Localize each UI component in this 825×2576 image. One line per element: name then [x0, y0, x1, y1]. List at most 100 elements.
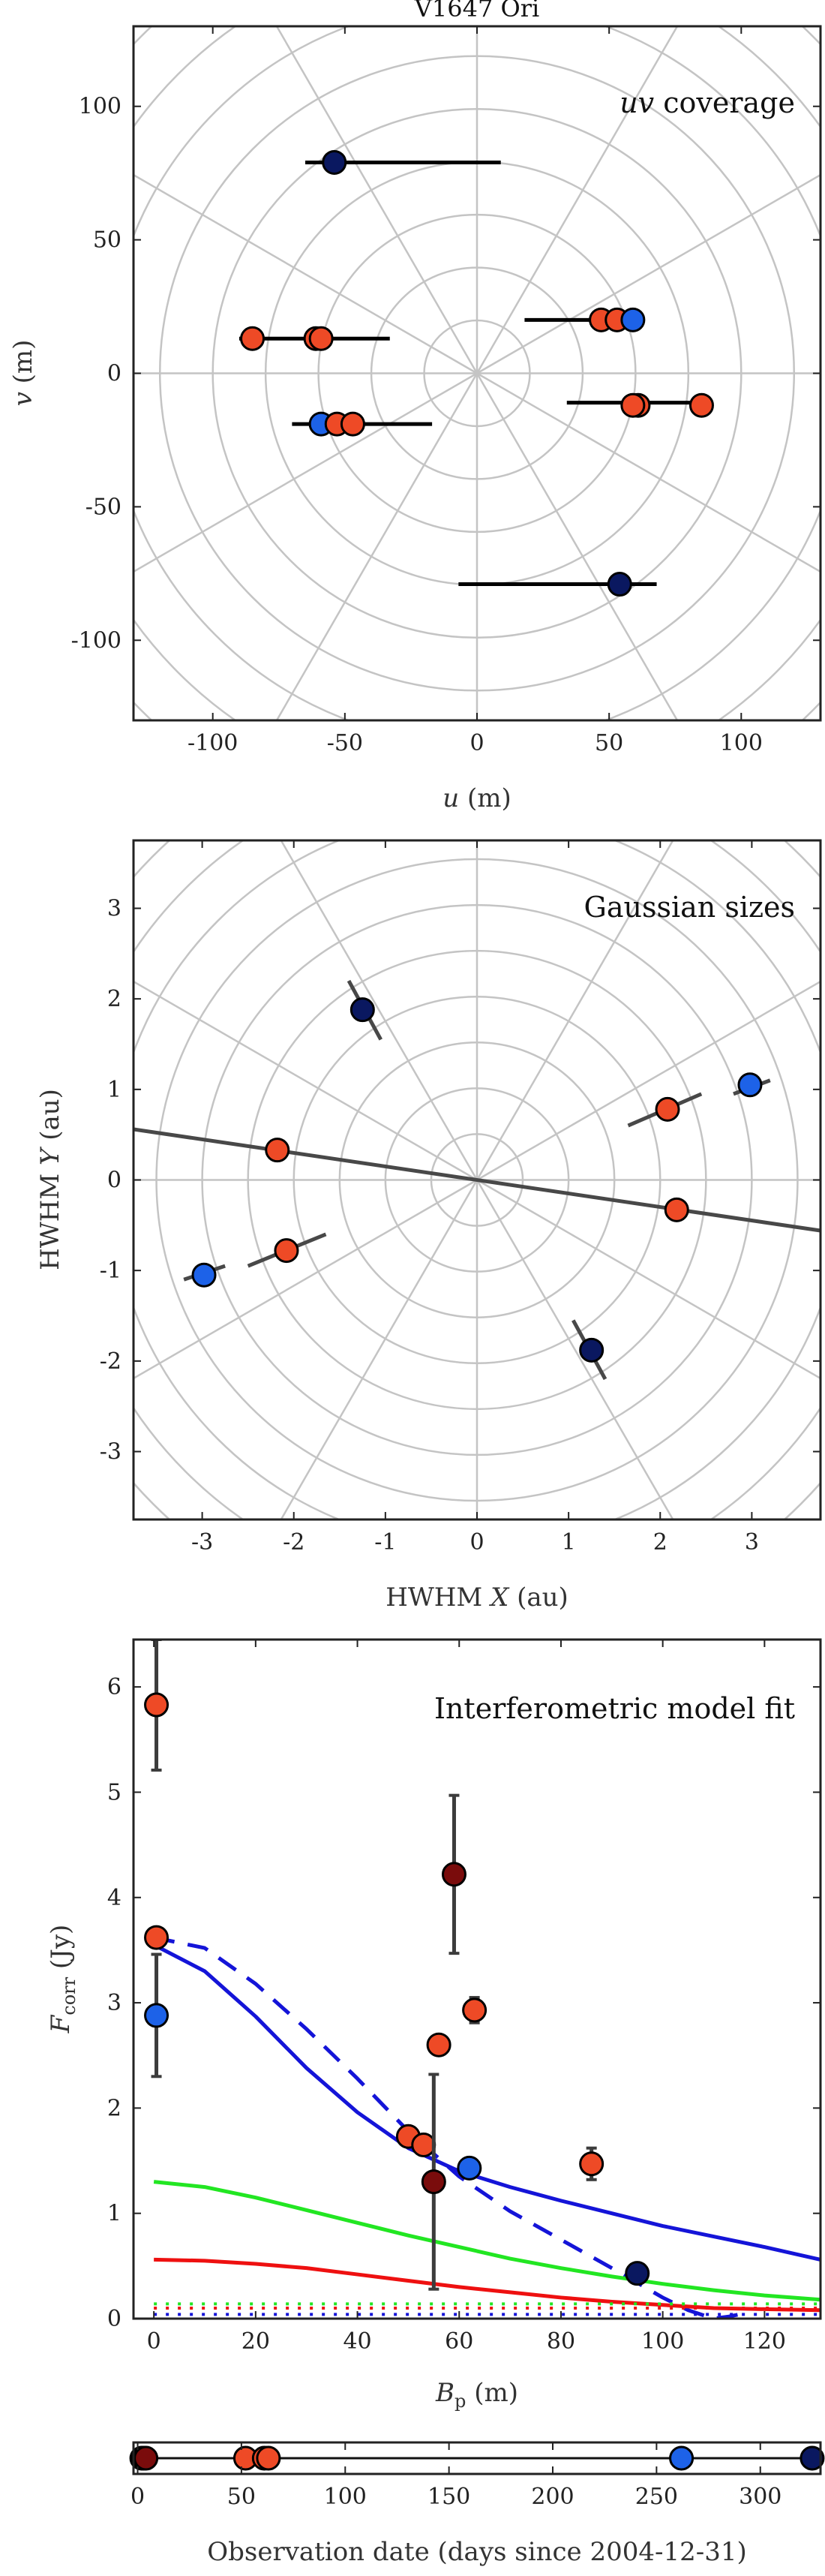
gauss-ticks: -3 -2 -1 0 1 2 3 -3 -2 -1 0 1 2 3	[100, 840, 820, 1556]
gauss-point	[350, 997, 375, 1023]
fit-ytick-label: 2	[107, 2095, 122, 2121]
fit-point	[441, 1862, 466, 1887]
fit-xtick-label: 80	[547, 2328, 575, 2355]
uv-panel-title: uv coverage	[620, 86, 795, 119]
uv-ylabel-italic: v	[8, 392, 38, 406]
uv-xtick-label: 50	[595, 730, 623, 756]
fit-point	[144, 1692, 170, 1718]
fit-ytick-label: 1	[107, 2201, 122, 2227]
uv-title-rest: coverage	[654, 86, 795, 119]
fit-xtick-label: 60	[445, 2328, 473, 2355]
gauss-x-axis-label: HWHM X (au)	[386, 1583, 568, 1613]
fit-xtick-label: 20	[242, 2328, 270, 2355]
gauss-xlabel-pre: HWHM	[386, 1583, 490, 1613]
fit-axes-frame	[132, 1638, 822, 2320]
dates-xtick-label: 200	[531, 2484, 574, 2510]
dates-panel: 0 50 100 150 200 250 300 Observation date (day…	[129, 2441, 825, 2567]
uv-x-axis-label: u (m)	[442, 783, 511, 813]
fit-ylabel-rest: (Jy)	[46, 1925, 76, 1977]
gauss-xtick-label: -2	[283, 1529, 304, 1556]
gauss-point	[655, 1096, 680, 1122]
fit-curve-solid-green	[153, 2180, 820, 2302]
fit-ytick-label: 6	[107, 1674, 122, 1700]
gauss-xtick-label: -1	[374, 1529, 396, 1556]
fit-xlabel-sub: p	[454, 2391, 466, 2412]
gauss-grid-spoke-11	[476, 1179, 820, 1380]
gauss-point	[191, 1262, 217, 1288]
uv-grid-spoke-5	[134, 173, 478, 374]
gauss-grid-spoke-1	[476, 980, 820, 1181]
fit-xtick-label: 100	[641, 2328, 684, 2355]
gauss-grid	[134, 840, 820, 1519]
gauss-grid-spoke-8	[280, 1179, 478, 1519]
fit-ylabel-sub: corr	[58, 1976, 80, 2015]
uv-xtick-label: -50	[327, 730, 363, 756]
uv-ytick-label: 50	[93, 227, 122, 254]
gauss-grid-spoke-5	[134, 980, 478, 1181]
gauss-point	[579, 1337, 604, 1363]
uv-xtick-label: 0	[470, 730, 484, 756]
uv-point	[688, 392, 714, 418]
fit-point	[462, 1997, 488, 2023]
gaussian-sizes-panel: -3 -2 -1 0 1 2 3 -3 -2 -1 0 1 2 3 Gaussian sizes HWHM…	[35, 839, 822, 1613]
fit-xlabel-rest: (m)	[466, 2378, 518, 2408]
uv-title-italic: uv	[620, 86, 654, 119]
gauss-xlabel-italic: X	[488, 1583, 510, 1613]
gauss-position-angle-line	[134, 1127, 820, 1233]
date-point	[256, 2445, 281, 2471]
figure-title: V1647 Ori	[414, 0, 539, 23]
fit-x-axis-label: Bp (m)	[435, 2378, 518, 2412]
fit-curve-solid-red	[154, 2257, 820, 2313]
uv-xtick-label: -100	[188, 730, 238, 756]
date-point	[669, 2445, 694, 2471]
gauss-xtick-label: 2	[653, 1529, 668, 1556]
uv-grid-spoke-11	[476, 372, 820, 573]
fit-xtick-label: 0	[147, 2328, 161, 2355]
uv-grid-spoke-2	[476, 26, 679, 374]
fit-ytick-label: 5	[107, 1779, 122, 1805]
date-point	[134, 2445, 159, 2471]
gauss-ytick-label: 3	[107, 896, 122, 922]
gauss-ylabel-italic: Y	[35, 1146, 65, 1165]
dates-xtick-label: 0	[130, 2484, 145, 2510]
fit-xtick-label: 120	[743, 2328, 786, 2355]
gauss-ytick-label: 2	[107, 986, 122, 1012]
gauss-xtick-label: -3	[191, 1529, 213, 1556]
fit-xtick-label: 40	[343, 2328, 371, 2355]
gauss-xtick-label: 1	[562, 1529, 576, 1556]
uv-ytick-label: -100	[71, 627, 122, 654]
fit-ticks: 0 20 40 60 80 100 120 0 1 2 3 4 5 6	[107, 1640, 820, 2355]
gauss-panel-title: Gaussian sizes	[584, 891, 795, 924]
uv-grid	[134, 26, 820, 720]
fit-curve-solid-blue	[152, 1943, 820, 2262]
fit-point	[144, 2003, 170, 2028]
gauss-ytick-label: 1	[107, 1077, 122, 1103]
dates-xtick-label: 150	[428, 2484, 470, 2510]
uv-points	[240, 149, 714, 597]
gauss-point	[265, 1138, 290, 1163]
fit-curves	[152, 1935, 820, 2319]
fit-point	[421, 2169, 446, 2195]
dates-xtick-label: 300	[739, 2484, 782, 2510]
fit-ytick-label: 4	[107, 1885, 122, 1911]
gauss-ytick-label: -3	[100, 1439, 122, 1465]
fit-point	[411, 2132, 436, 2157]
gauss-y-axis-label: HWHM Y (au)	[35, 1089, 65, 1270]
uv-ytick-label: 0	[107, 361, 122, 387]
uv-xlabel-italic: u	[442, 783, 459, 813]
uv-grid-spoke-1	[476, 173, 820, 374]
uv-ticks: -100 -50 0 50 100 -100 -50 0 50 100	[71, 26, 820, 756]
fit-ytick-label: 3	[107, 1990, 122, 2016]
uv-grid-spoke-10	[476, 372, 679, 720]
fit-xlabel-italic: B	[435, 2378, 454, 2408]
fit-point	[144, 1925, 170, 1950]
dates-points	[129, 2445, 825, 2471]
uv-grid-spoke-8	[275, 372, 478, 720]
date-point	[800, 2445, 825, 2471]
dates-ticks: 0 50 100 150 200 250 300	[130, 2442, 782, 2510]
fit-curve-dashed-blue	[153, 1935, 750, 2319]
uv-point	[620, 307, 646, 332]
gauss-grid-spoke-4	[280, 840, 478, 1181]
